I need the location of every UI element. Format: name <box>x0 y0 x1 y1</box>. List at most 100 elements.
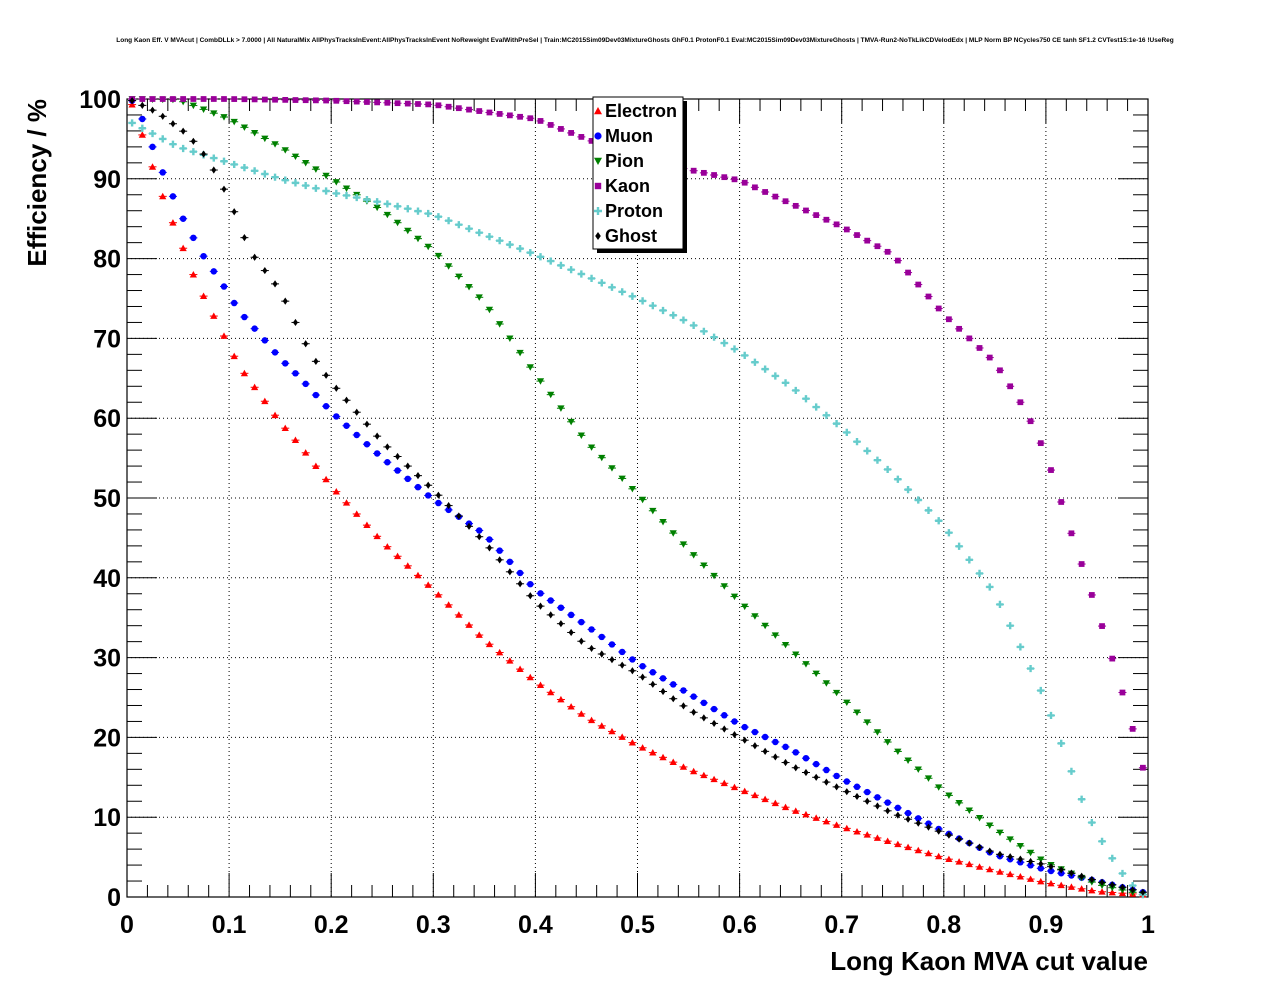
ghost-point <box>670 695 676 703</box>
pion-point <box>679 541 688 548</box>
y-tick-label: 40 <box>93 565 121 593</box>
electron-point <box>291 436 300 444</box>
ghost-point <box>272 280 278 288</box>
electron-point <box>843 824 851 832</box>
muon-point <box>874 794 881 801</box>
pion-point <box>567 418 575 426</box>
proton-point <box>659 306 667 315</box>
ghost-point <box>844 788 850 796</box>
proton-point <box>138 124 146 132</box>
electron-point <box>363 521 371 529</box>
ghost-point <box>384 443 390 451</box>
muon-point <box>547 597 554 604</box>
muon-point <box>282 360 289 367</box>
electron-point <box>271 411 279 419</box>
proton-point <box>179 144 187 153</box>
muon-point <box>812 760 820 768</box>
muon-point <box>373 450 381 457</box>
ghost-point <box>170 120 176 128</box>
proton-point <box>159 135 167 143</box>
kaon-point <box>486 109 493 116</box>
x-tick-label: 0.8 <box>926 911 961 939</box>
pion-point <box>649 507 657 515</box>
y-tick-label: 30 <box>93 645 121 673</box>
muon-point <box>414 483 422 491</box>
pion-point <box>720 583 728 590</box>
proton-point <box>1067 767 1076 775</box>
proton-point <box>649 302 657 310</box>
kaon-point <box>1037 440 1044 447</box>
electron-point <box>639 744 647 751</box>
electron-point <box>1067 883 1076 890</box>
x-tick-label: 0.6 <box>722 911 757 939</box>
kaon-point <box>384 99 391 106</box>
pion-point <box>792 651 800 659</box>
proton-point <box>261 170 269 178</box>
ghost-point <box>190 137 196 145</box>
kaon-point <box>752 184 758 191</box>
electron-point <box>199 292 208 299</box>
electron-point <box>914 846 922 854</box>
electron-point <box>312 462 320 469</box>
ghost-point <box>589 644 595 653</box>
muon-point <box>353 431 360 439</box>
electron-point <box>148 163 157 170</box>
ghost-point <box>629 667 635 675</box>
ghost-point <box>323 371 329 379</box>
pion-point <box>393 219 402 227</box>
muon-point <box>721 712 728 719</box>
legend-marker-proton <box>594 207 602 215</box>
muon-point <box>261 337 269 344</box>
ghost-point <box>425 481 431 489</box>
pion-point <box>873 729 882 736</box>
electron-point <box>659 753 667 761</box>
electron-point <box>220 332 228 339</box>
electron-point <box>679 763 688 770</box>
pion-point <box>628 485 636 493</box>
kaon-point <box>374 99 381 106</box>
ghost-point <box>1007 853 1013 861</box>
electron-point <box>690 767 698 775</box>
ghost-point <box>517 580 523 588</box>
proton-point <box>996 600 1004 608</box>
pion-point <box>639 496 647 504</box>
proton-point <box>884 465 892 474</box>
ghost-point <box>895 811 901 819</box>
proton-point <box>628 292 636 300</box>
kaon-point <box>517 113 523 120</box>
kaon-point <box>578 134 585 140</box>
kaon-point <box>935 305 942 312</box>
electron-point <box>261 397 269 405</box>
ghost-point <box>476 533 482 541</box>
ghost-point <box>925 823 932 831</box>
ghost-point <box>568 628 574 637</box>
ghost-point <box>497 556 503 564</box>
electron-point <box>189 270 197 278</box>
electron-point <box>159 192 167 200</box>
ghost-point <box>282 297 288 305</box>
ghost-point <box>956 835 962 843</box>
ghost-point <box>783 758 789 767</box>
pion-point <box>587 444 596 451</box>
proton-point <box>812 403 820 411</box>
proton-point <box>924 506 933 514</box>
pion-point <box>1026 849 1035 857</box>
proton-point <box>547 257 555 265</box>
ghost-point <box>415 472 421 480</box>
muon-point <box>833 772 840 780</box>
muon-point <box>251 325 258 332</box>
kaon-point <box>272 96 278 103</box>
proton-point <box>1006 622 1014 630</box>
x-tick-labels: 0 0.1 0.2 0.3 0.4 0.5 0.6 0.7 0.8 0.9 1 <box>120 911 1155 939</box>
pion-point <box>199 106 208 113</box>
x-tick-label: 0.1 <box>212 911 247 939</box>
kaon-point <box>1129 726 1136 732</box>
kaon-point <box>741 179 748 186</box>
ghost-point <box>823 778 829 786</box>
ghost-point <box>772 753 778 761</box>
proton-point <box>557 261 565 269</box>
pion-point <box>240 124 249 131</box>
ghost-point <box>966 839 972 847</box>
ghost-point <box>1099 878 1105 886</box>
kaon-point <box>180 96 187 102</box>
